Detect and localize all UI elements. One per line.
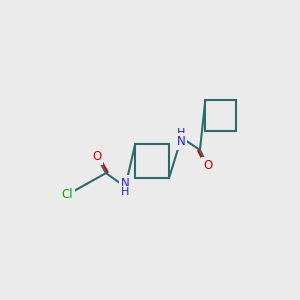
Text: N: N xyxy=(121,177,130,190)
Text: O: O xyxy=(203,159,212,172)
Text: O: O xyxy=(92,150,101,164)
Text: Cl: Cl xyxy=(62,188,73,201)
Text: H: H xyxy=(121,187,129,197)
Text: N: N xyxy=(177,135,186,148)
Text: H: H xyxy=(177,128,186,138)
